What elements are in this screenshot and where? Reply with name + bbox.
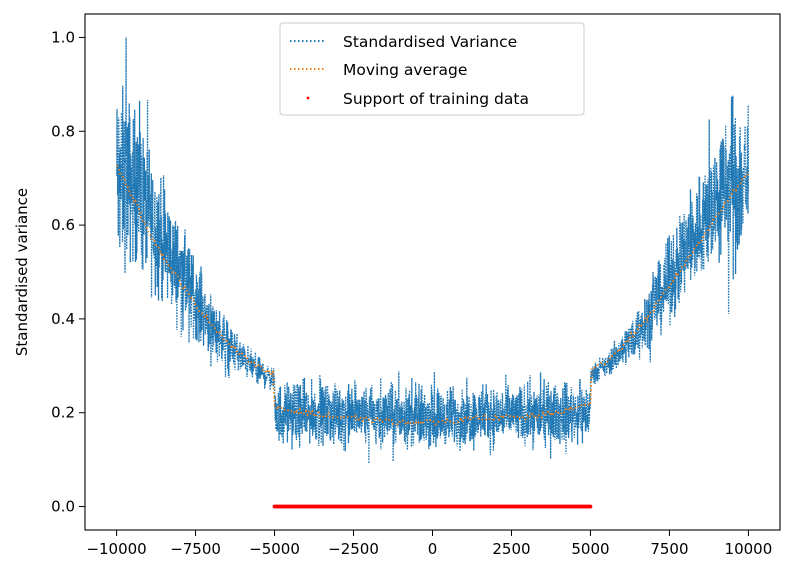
y-tick-label: 0.8 xyxy=(51,122,75,140)
legend-label-standardised-variance: Standardised Variance xyxy=(343,33,517,51)
legend-label-support: Support of training data xyxy=(343,90,529,108)
x-tick-label: 10000 xyxy=(725,540,773,558)
legend-label-moving-average: Moving average xyxy=(343,61,467,79)
x-tick-label: 7500 xyxy=(650,540,688,558)
legend: Standardised Variance Moving average Sup… xyxy=(279,22,585,116)
x-tick-label: −7500 xyxy=(170,540,221,558)
y-tick-label: 0.4 xyxy=(51,310,75,328)
legend-box xyxy=(279,22,585,116)
plot-data-area xyxy=(115,37,750,509)
support-point xyxy=(588,504,593,509)
legend-marker-support xyxy=(306,96,310,100)
y-tick-label: 0.6 xyxy=(51,216,75,234)
x-tick-label: 0 xyxy=(428,540,438,558)
x-tick-label: 2500 xyxy=(492,540,530,558)
series-standardised-variance xyxy=(115,37,750,464)
y-axis-title: Standardised variance xyxy=(13,188,31,356)
y-tick-label: 0.0 xyxy=(51,498,75,516)
x-tick-label: −5000 xyxy=(249,540,300,558)
y-tick-label: 0.2 xyxy=(51,404,75,422)
y-axis: 0.0 0.2 0.4 0.6 0.8 1.0 xyxy=(51,28,85,516)
x-axis: −10000 −7500 −5000 −2500 0 2500 5000 7500 10000 xyxy=(86,530,772,558)
x-tick-label: 5000 xyxy=(571,540,609,558)
series-support-of-training-data xyxy=(272,504,593,509)
x-tick-label: −2500 xyxy=(328,540,379,558)
y-tick-label: 1.0 xyxy=(51,28,75,46)
x-tick-label: −10000 xyxy=(86,540,146,558)
series-moving-average xyxy=(115,165,750,427)
